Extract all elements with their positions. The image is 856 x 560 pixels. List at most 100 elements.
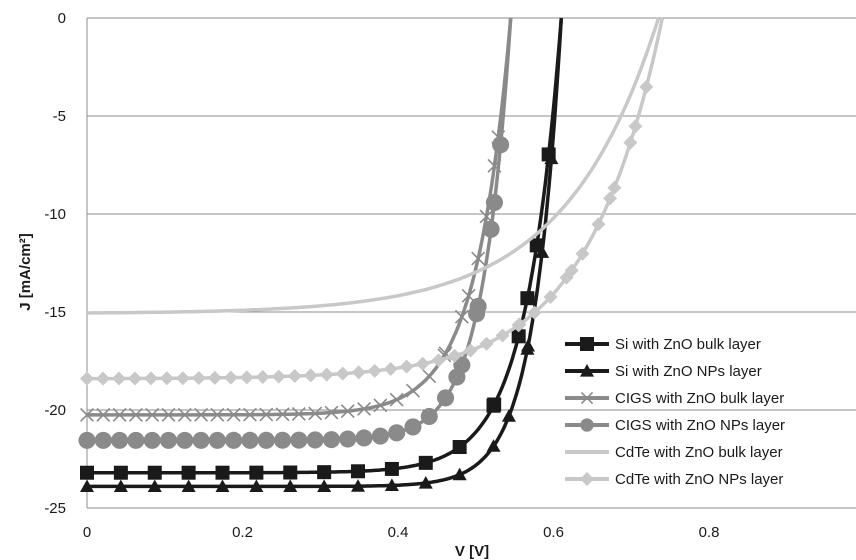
data-point [111, 431, 129, 449]
data-point [357, 401, 372, 416]
data-point [143, 431, 161, 449]
data-point [452, 467, 467, 481]
data-point [384, 461, 399, 476]
data-point [259, 407, 274, 422]
data-point [501, 409, 516, 422]
y-tick-label: -10 [44, 206, 66, 223]
x-tick-label: 0.2 [232, 524, 253, 541]
data-point [194, 407, 209, 422]
data-point [113, 479, 128, 493]
legend-item: CIGS with ZnO NPs layer [565, 417, 785, 434]
data-point [335, 366, 350, 381]
series-5 [80, 17, 665, 386]
data-point [418, 475, 433, 489]
data-point [371, 427, 389, 445]
data-point [215, 479, 230, 493]
legend-marker [580, 391, 594, 405]
data-point [207, 370, 222, 385]
x-tick-label: 0.6 [543, 524, 564, 541]
data-point [471, 251, 486, 266]
data-point [317, 479, 332, 492]
data-point [177, 407, 192, 422]
data-point [607, 180, 622, 195]
data-point [317, 465, 332, 480]
legend-label: Si with ZnO NPs layer [615, 363, 762, 380]
series-2 [80, 17, 513, 422]
series-line [87, 17, 665, 381]
data-point [603, 191, 618, 206]
data-point [283, 465, 298, 480]
data-point [527, 305, 542, 320]
data-point [454, 309, 469, 324]
legend-marker [580, 418, 594, 432]
data-point [94, 431, 112, 449]
legend-label: CdTe with ZnO bulk layer [615, 444, 783, 461]
data-point [452, 440, 467, 455]
legend-label: CIGS with ZnO NPs layer [615, 417, 785, 434]
data-point [111, 371, 126, 386]
data-point [143, 371, 158, 386]
data-point [535, 245, 550, 258]
legend-marker [580, 337, 594, 351]
data-point [521, 338, 536, 352]
data-point [241, 431, 259, 449]
data-point [448, 368, 466, 386]
data-point [520, 291, 535, 306]
data-point [404, 418, 422, 436]
y-tick-label: -5 [53, 108, 66, 125]
data-point [339, 430, 357, 448]
x-tick-label: 0.4 [388, 524, 409, 541]
data-point [351, 479, 366, 492]
series-1 [80, 17, 564, 493]
data-point [308, 406, 323, 421]
series-0 [80, 17, 564, 480]
legend-label: CIGS with ZnO bulk layer [615, 390, 784, 407]
data-point [418, 455, 433, 470]
data-point [226, 407, 241, 422]
legend-item: Si with ZnO NPs layer [565, 363, 762, 380]
data-point [623, 135, 638, 150]
data-point [147, 479, 162, 493]
x-axis-label: V [V] [455, 543, 489, 560]
axes [86, 18, 856, 509]
data-point [249, 479, 264, 493]
data-point [383, 361, 398, 376]
data-point [322, 431, 341, 449]
data-point [436, 389, 455, 407]
data-point [208, 431, 226, 449]
data-point [340, 404, 355, 419]
data-point [319, 367, 334, 382]
legend-item: CIGS with ZnO bulk layer [565, 390, 784, 407]
data-point [291, 407, 306, 421]
data-point [159, 371, 174, 386]
data-point [80, 371, 94, 386]
data-point [511, 329, 526, 344]
data-point [283, 479, 298, 493]
data-point [239, 370, 254, 385]
data-point [127, 431, 145, 449]
data-point [447, 348, 462, 363]
data-point [176, 431, 194, 449]
series-group [78, 17, 665, 493]
legend-item: CdTe with ZnO NPs layer [565, 471, 783, 488]
data-point [639, 79, 654, 94]
data-point [399, 359, 414, 374]
legend-marker [580, 364, 594, 377]
data-point [223, 370, 238, 385]
data-point [96, 407, 111, 422]
data-point [225, 431, 243, 449]
legend-item: Si with ZnO bulk layer [565, 336, 761, 353]
series-4 [87, 17, 661, 315]
data-point [495, 328, 510, 343]
data-point [274, 431, 292, 449]
data-point [80, 407, 94, 422]
data-point [275, 407, 290, 422]
data-point [191, 371, 206, 386]
data-point [159, 431, 178, 449]
data-point [78, 431, 96, 449]
data-point [255, 370, 270, 385]
data-point [351, 464, 366, 479]
data-point [112, 407, 127, 422]
data-point [487, 397, 502, 412]
data-point [324, 405, 339, 420]
